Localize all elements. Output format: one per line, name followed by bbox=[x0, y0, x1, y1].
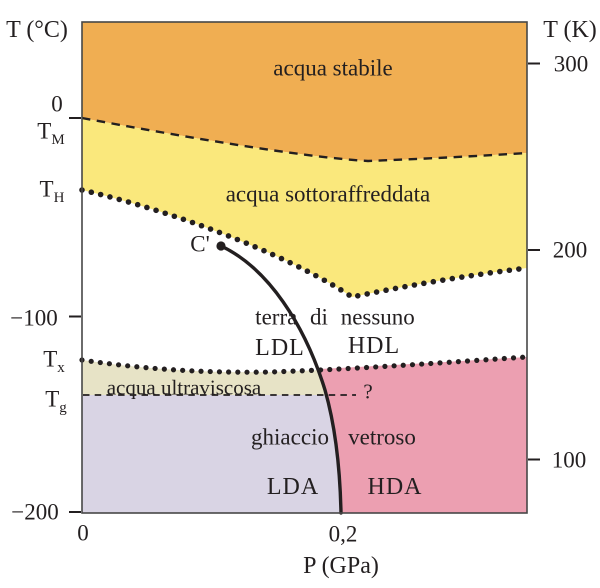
left-tick-minus100-text: −100 bbox=[10, 305, 58, 331]
left-tick-tm-sub: M bbox=[51, 131, 65, 148]
left-tick-0-text: 0 bbox=[51, 91, 63, 117]
label-acqua-ultraviscosa: acqua ultraviscosa bbox=[106, 375, 262, 400]
label-hdl: HDL bbox=[347, 333, 401, 359]
plot-frame bbox=[81, 21, 528, 514]
right-tick-100: 100 bbox=[551, 447, 587, 473]
label-vetroso: vetroso bbox=[348, 424, 416, 450]
label-acqua-sottoraffreddata: acqua sottoraffreddata bbox=[225, 181, 431, 207]
boundary-ldl-hdl-solid-curve bbox=[219, 244, 343, 515]
right-tick-200: 200 bbox=[552, 237, 588, 263]
left-tick-minus100: −100 bbox=[10, 307, 57, 330]
region-acqua-stabile bbox=[82, 22, 527, 161]
left-tick-tx: Tx bbox=[43, 346, 65, 376]
label-terra-di-nessuno: terra di nessuno bbox=[255, 304, 415, 330]
left-tick-minus200: −200 bbox=[11, 501, 58, 524]
left-tick-minus200-text: −200 bbox=[11, 499, 59, 525]
left-tick-th: TH bbox=[39, 176, 65, 206]
left-tick-tm-text: T bbox=[37, 118, 52, 144]
region-acqua-sottoraffreddata bbox=[82, 118, 527, 297]
label-ghiaccio: ghiaccio bbox=[251, 424, 329, 450]
label-lda: LDA bbox=[266, 474, 320, 500]
label-hda: HDA bbox=[367, 474, 423, 500]
left-tick-th-text: T bbox=[39, 176, 54, 202]
left-tick-tm: TM bbox=[37, 118, 64, 148]
right-axis-title: T (K) bbox=[543, 17, 597, 43]
left-axis-tick-marks bbox=[69, 117, 81, 513]
label-acqua-stabile: acqua stabile bbox=[273, 55, 393, 81]
boundary-tx-dotted-line bbox=[79, 354, 530, 375]
left-axis-title: T (°C) bbox=[6, 17, 68, 43]
label-ldl: LDL bbox=[255, 335, 305, 361]
left-tick-th-sub: H bbox=[53, 189, 65, 206]
left-tick-tg-text: T bbox=[45, 386, 60, 412]
right-tick-300: 300 bbox=[553, 51, 589, 77]
label-critical-point: C' bbox=[190, 231, 210, 257]
boundary-tm-dashed-line bbox=[81, 116, 528, 163]
left-tick-0: 0 bbox=[51, 93, 63, 116]
region-hda bbox=[319, 357, 527, 513]
x-tick-0-2: 0,2 bbox=[328, 521, 358, 547]
x-tick-0: 0 bbox=[77, 520, 89, 546]
left-tick-tg-sub: g bbox=[59, 399, 67, 416]
x-axis-title: P (GPa) bbox=[303, 553, 379, 579]
left-tick-tx-sub: x bbox=[57, 359, 65, 376]
critical-point-dot bbox=[216, 241, 226, 251]
label-question-mark: ? bbox=[363, 379, 373, 404]
boundary-th-dotted-line bbox=[79, 187, 530, 300]
left-tick-tg: Tg bbox=[45, 386, 67, 416]
left-tick-tx-text: T bbox=[43, 346, 58, 372]
right-axis-tick-marks bbox=[528, 62, 540, 461]
